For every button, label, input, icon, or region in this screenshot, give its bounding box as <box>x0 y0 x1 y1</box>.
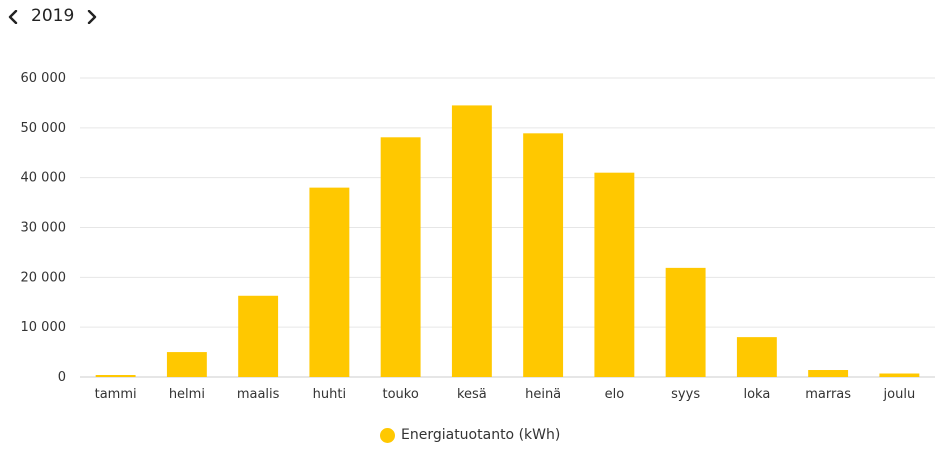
bar-helmi <box>166 352 207 377</box>
y-tick-label: 0 <box>58 370 66 385</box>
x-tick-label: tammi <box>95 387 137 402</box>
x-tick-label: huhti <box>313 387 346 402</box>
x-tick-label: kesä <box>457 387 487 402</box>
y-tick-label: 60 000 <box>21 71 67 86</box>
legend-swatch <box>380 427 395 443</box>
x-tick-label: joulu <box>883 387 916 402</box>
bar-joulu <box>879 373 920 377</box>
chart-legend[interactable]: Energiatuotanto (kWh) <box>380 425 560 445</box>
chevron-left-icon <box>8 10 18 24</box>
bar-tammi <box>95 375 136 377</box>
y-tick-label: 30 000 <box>21 221 67 236</box>
year-label: 2019 <box>31 6 75 26</box>
x-tick-label: heinä <box>525 387 561 402</box>
bar-heinä <box>523 133 564 377</box>
year-navigator: 2019 <box>0 0 120 34</box>
bar-loka <box>736 337 777 377</box>
x-tick-label: loka <box>743 387 770 402</box>
y-tick-label: 50 000 <box>21 121 67 136</box>
bar-marras <box>808 370 849 377</box>
bar-maalis <box>238 295 279 377</box>
chevron-right-icon <box>87 10 97 24</box>
previous-year-button[interactable] <box>2 5 24 29</box>
bar-elo <box>594 172 635 377</box>
legend-label: Energiatuotanto (kWh) <box>401 427 561 443</box>
bar-touko <box>380 137 421 377</box>
x-tick-label: touko <box>382 387 418 402</box>
x-tick-label: syys <box>671 387 700 402</box>
bar-kesä <box>451 105 492 377</box>
bar-syys <box>665 267 706 377</box>
y-tick-label: 10 000 <box>21 320 67 335</box>
x-tick-label: helmi <box>169 387 205 402</box>
next-year-button[interactable] <box>81 5 103 29</box>
y-tick-label: 40 000 <box>21 171 67 186</box>
bar-huhti <box>309 187 350 377</box>
y-tick-label: 20 000 <box>21 270 67 285</box>
x-tick-label: elo <box>605 387 625 402</box>
x-tick-label: maalis <box>237 387 280 402</box>
x-tick-label: marras <box>805 387 851 402</box>
